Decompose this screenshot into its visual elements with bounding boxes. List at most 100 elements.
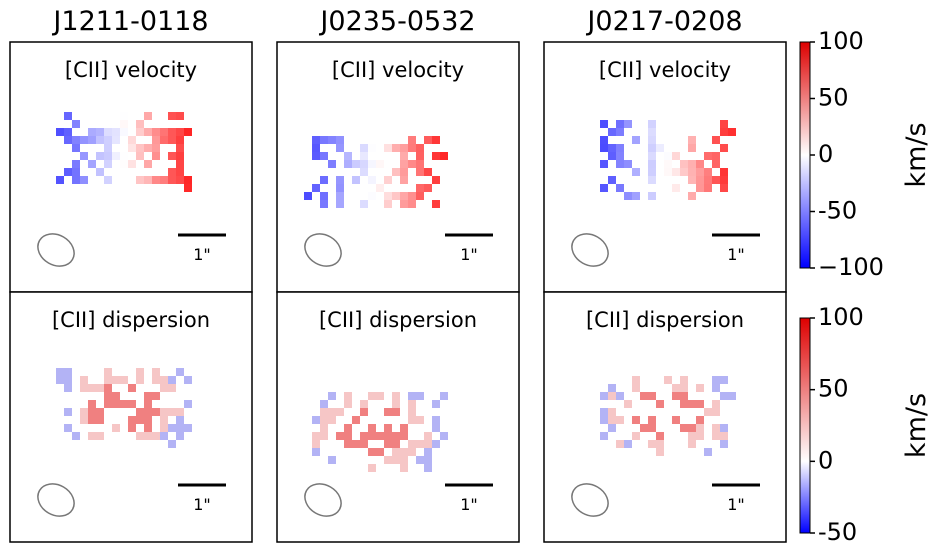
pixel [320,176,328,184]
pixel [400,144,408,152]
pixel [320,424,328,432]
pixel [672,384,680,392]
pixel [176,168,184,176]
pixel [360,152,368,160]
pixel [648,120,656,128]
pixel [144,424,152,432]
pixel [400,192,408,200]
pixel [72,136,80,144]
pixel [392,168,400,176]
pixel [600,120,608,128]
pixel [616,160,624,168]
pixel [120,400,128,408]
pixel [112,136,120,144]
pixel [432,440,440,448]
pixel [696,168,704,176]
pixel [680,168,688,176]
pixel [616,120,624,128]
pixel [688,168,696,176]
pixel [704,176,712,184]
pixel [112,424,120,432]
pixel [184,128,192,136]
panel-label: [CII] dispersion [586,308,744,332]
pixel [128,144,136,152]
pixel [312,416,320,424]
pixel [384,144,392,152]
panel-label: [CII] velocity [332,58,464,82]
pixel [712,400,720,408]
pixel [96,416,104,424]
pixel [176,432,184,440]
pixel [440,432,448,440]
pixel [632,192,640,200]
pixel [392,192,400,200]
beam [37,483,75,517]
pixel [416,144,424,152]
pixel [672,184,680,192]
scale-bar-label: 1" [193,495,211,514]
pixel [104,160,112,168]
pixel [104,144,112,152]
pixel [624,120,632,128]
pixel [88,400,96,408]
pixel [160,408,168,416]
pixel [368,392,376,400]
panel: [CII] velocity 1" [9,41,253,293]
pixel [608,408,616,416]
pixel [608,144,616,152]
pixel [408,192,416,200]
pixel [712,136,720,144]
pixel [176,368,184,376]
pixel [344,432,352,440]
pixel [680,376,688,384]
pixel [144,176,152,184]
colorbar-tick-label: -50 [818,197,857,225]
pixel [440,152,448,160]
pixel [144,144,152,152]
pixel [96,408,104,416]
pixel [112,400,120,408]
pixel [416,184,424,192]
pixel [688,192,696,200]
pixel [104,376,112,384]
pixel [136,432,144,440]
pixel [704,152,712,160]
pixel [128,136,136,144]
pixel [312,448,320,456]
pixel [688,424,696,432]
pixel [64,424,72,432]
pixel [408,416,416,424]
pixel [408,400,416,408]
pixel [136,176,144,184]
pixel [648,424,656,432]
pixel [400,176,408,184]
pixel [384,176,392,184]
pixel [704,448,712,456]
column-title: J0235-0532 [318,6,475,37]
pixel [160,128,168,136]
pixel [368,152,376,160]
pixel [56,128,64,136]
pixel [656,400,664,408]
pixel [608,152,616,160]
pixel [680,160,688,168]
pixel [600,416,608,424]
pixel [416,152,424,160]
scale-bar-label: 1" [727,245,745,264]
pixel [176,152,184,160]
pixel [104,400,112,408]
pixel [136,376,144,384]
pixel [168,384,176,392]
pixel [152,136,160,144]
pixel [400,168,408,176]
pixel [632,168,640,176]
pixel [648,176,656,184]
pixel [312,432,320,440]
pixel [360,168,368,176]
pixel [128,160,136,168]
pixel [392,400,400,408]
pixel [312,144,320,152]
pixel [728,392,736,400]
pixel [672,168,680,176]
pixel [80,152,88,160]
